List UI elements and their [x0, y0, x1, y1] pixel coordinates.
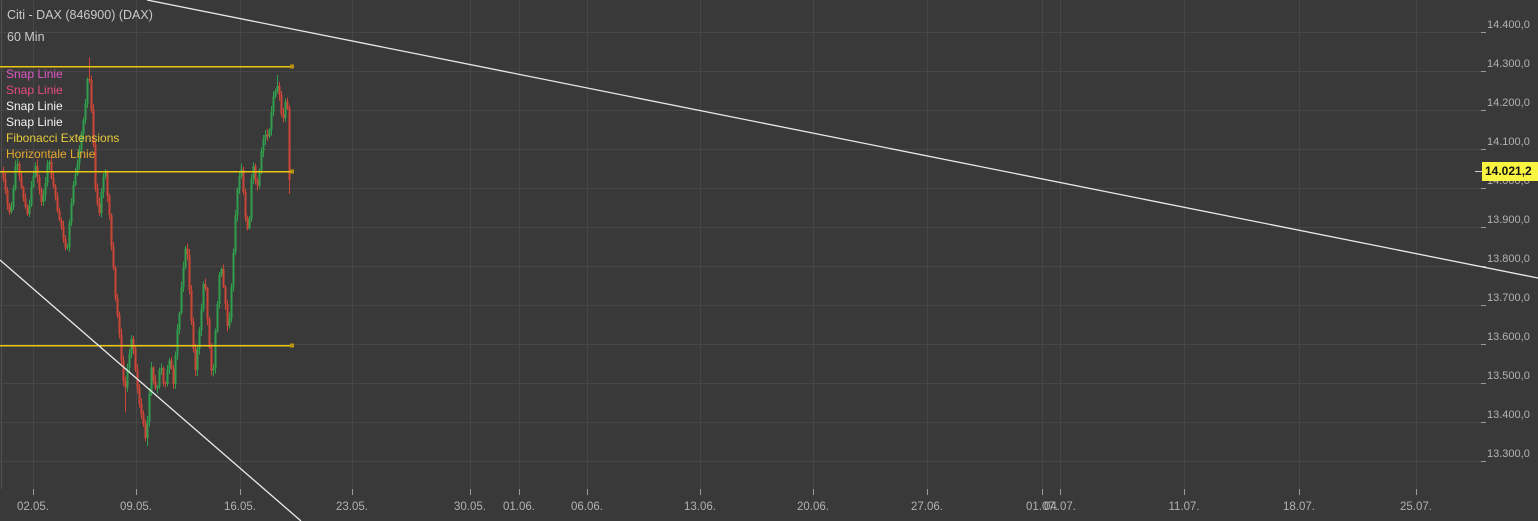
date-axis-label: 02.05. [17, 501, 49, 513]
price-axis-label: 13.400,0 [1487, 409, 1530, 421]
date-axis-label: 23.05. [336, 501, 368, 513]
horizontal-line-drawings[interactable] [0, 64, 294, 348]
price-axis-label: 13.500,0 [1487, 370, 1530, 382]
price-axis-label: 14.000,0 [1487, 175, 1530, 187]
price-axis-label: 13.600,0 [1487, 331, 1530, 343]
line-handle[interactable] [290, 169, 294, 174]
price-axis-label: 14.200,0 [1487, 97, 1530, 109]
date-axis-label: 06.06. [571, 501, 603, 513]
legend-item[interactable]: Snap Linie [6, 115, 63, 129]
date-axis-label: 16.05. [224, 501, 256, 513]
date-axis-label: 04.07. [1044, 501, 1076, 513]
legend-item[interactable]: Snap Linie [6, 99, 63, 113]
date-axis-label: 09.05. [120, 501, 152, 513]
date-axis-label: 20.06. [797, 501, 829, 513]
timeframe-label: 60 Min [7, 30, 45, 44]
instrument-title: Citi - DAX (846900) (DAX) [7, 8, 153, 22]
legend-item[interactable]: Snap Linie [6, 67, 63, 81]
chart-title-block: Citi - DAX (846900) (DAX) 60 Min [7, 4, 153, 48]
price-axis-label: 14.400,0 [1487, 19, 1530, 31]
date-axis-label: 27.06. [911, 501, 943, 513]
line-handle[interactable] [290, 343, 294, 348]
date-axis-label: 30.05. [454, 501, 486, 513]
price-axis-label: 14.300,0 [1487, 58, 1530, 70]
date-axis-label: 25.07. [1400, 501, 1432, 513]
legend-item[interactable]: Horizontale Linie [6, 147, 96, 161]
price-axis-label: 13.900,0 [1487, 214, 1530, 226]
last-price-value: 14.021,2 [1485, 164, 1532, 178]
price-axis-label: 13.700,0 [1487, 292, 1530, 304]
last-price-marker: 14.021,2 [1482, 162, 1538, 181]
candlestick-series [2, 57, 291, 447]
gridlines [0, 0, 1481, 489]
price-axis-label: 13.300,0 [1487, 448, 1530, 460]
date-axis-label: 01.07. [1026, 501, 1058, 513]
last-price-tick [1475, 171, 1482, 172]
date-axis-label: 11.07. [1168, 501, 1200, 513]
drawing-objects-legend: Snap Linie Snap Linie Snap Linie Snap Linie… [6, 66, 119, 162]
date-axis-label: 18.07. [1283, 501, 1315, 513]
price-axis-label: 14.100,0 [1487, 136, 1530, 148]
trendline[interactable] [146, 0, 1538, 279]
date-axis-label: 01.06. [503, 501, 535, 513]
legend-item[interactable]: Snap Linie [6, 83, 63, 97]
trendline[interactable] [0, 259, 302, 521]
date-axis-label: 13.06. [684, 501, 716, 513]
line-handle[interactable] [290, 64, 294, 69]
axis-ticks [33, 32, 1486, 495]
legend-item[interactable]: Fibonacci Extensions [6, 131, 120, 145]
price-axis-label: 13.800,0 [1487, 253, 1530, 265]
